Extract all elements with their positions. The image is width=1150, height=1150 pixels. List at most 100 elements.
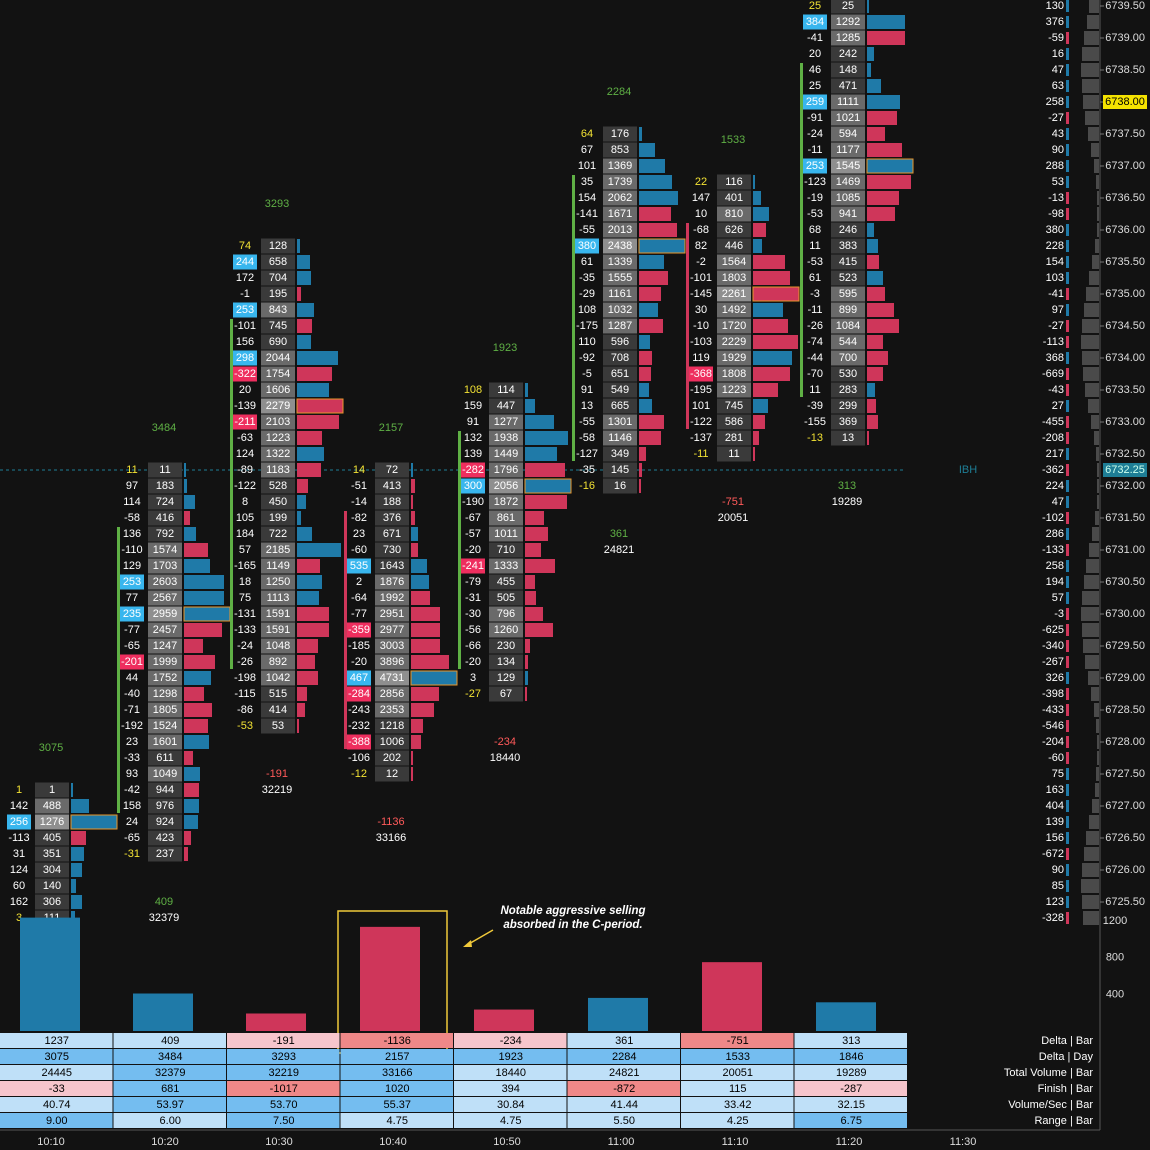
volume-value: 1601 (153, 736, 177, 748)
volume-cell (35, 862, 69, 878)
profile-delta-bar (1066, 368, 1069, 380)
profile-volume-bar (1083, 95, 1099, 109)
delta-cell-highlight (120, 654, 144, 670)
volume-value: 3896 (380, 656, 404, 668)
volume-bar (184, 511, 190, 525)
volume-bar (411, 655, 449, 669)
table-cell (681, 1081, 794, 1096)
volume-bar (184, 815, 198, 829)
volume-cell (831, 158, 865, 174)
price-label: 6739.00 (1105, 32, 1145, 44)
price-label: 6730.50 (1105, 576, 1145, 588)
volume-cell (489, 462, 523, 478)
delta-value: -106 (348, 752, 370, 764)
volume-cell (261, 590, 295, 606)
volume-value: 281 (725, 432, 743, 444)
table-cell (567, 1033, 680, 1048)
trend-strip (686, 223, 689, 429)
profile-volume-bar (1097, 751, 1099, 765)
delta-value: 44 (126, 672, 138, 684)
profile-volume-bar (1084, 31, 1099, 45)
volume-cell (603, 174, 637, 190)
volume-cell (375, 670, 409, 686)
profile-volume-bar (1082, 863, 1099, 877)
volume-value: 611 (156, 752, 174, 764)
profile-delta: 258 (1046, 96, 1064, 108)
profile-delta-bar (1066, 656, 1069, 668)
table-value: 55.37 (383, 1099, 411, 1111)
delta-cell-highlight (803, 94, 827, 110)
volume-value: 2353 (380, 704, 404, 716)
volume-bar (639, 383, 649, 397)
annotation-note: Notable aggressive selling absorbed in t… (478, 904, 668, 932)
volume-cell (489, 622, 523, 638)
volume-value: 1992 (380, 592, 404, 604)
volume-cell (375, 494, 409, 510)
table-value: 409 (161, 1035, 179, 1047)
volume-cell (148, 734, 182, 750)
volume-cell (603, 462, 637, 478)
profile-delta-bar (1066, 64, 1069, 76)
profile-delta-bar (1066, 80, 1069, 92)
volume-value: 1049 (153, 768, 177, 780)
table-cell (454, 1049, 567, 1064)
profile-delta: -362 (1042, 464, 1064, 476)
table-cell (0, 1033, 113, 1048)
profile-delta-bar (1066, 32, 1069, 44)
volume-bar (297, 655, 315, 669)
poc-outline (410, 670, 458, 686)
volume-cell (831, 78, 865, 94)
volume-cell (831, 126, 865, 142)
total-volume-label: 24821 (604, 544, 635, 556)
table-value: 53.97 (156, 1099, 184, 1111)
volume-value: 594 (839, 128, 857, 140)
profile-delta-bar (1066, 272, 1069, 284)
delta-value: -211 (234, 416, 255, 428)
volume-bar (184, 719, 208, 733)
volume-value: 1606 (266, 384, 290, 396)
time-axis: 10:10 10:20 10:30 10:40 10:50 11:00 11:10 11:20… (0, 1129, 1100, 1148)
volume-bar (867, 79, 881, 93)
volume-value: 505 (497, 592, 515, 604)
volume-bar (753, 399, 768, 413)
price-label: 6737.00 (1105, 160, 1145, 172)
volume-cell (831, 302, 865, 318)
delta-value: 256 (10, 816, 28, 828)
volume-value: 1301 (608, 416, 632, 428)
volume-bar (525, 591, 536, 605)
volume-value: 1298 (153, 688, 177, 700)
table-value: -33 (49, 1083, 65, 1095)
footprint-bar-10:50: 108 114 159 447 91 1277 132 1938 139 1449 -282 1796… (458, 342, 572, 764)
volume-value: 1643 (380, 560, 404, 572)
price-label: 6737.50 (1105, 128, 1145, 140)
volume-bar (297, 255, 310, 269)
table-row-label: Total Volume | Bar (1004, 1067, 1093, 1079)
table-value: 115 (729, 1083, 747, 1095)
table-cell (454, 1033, 567, 1048)
profile-delta: 103 (1046, 272, 1064, 284)
table-cell (0, 1065, 113, 1080)
volume-value: 304 (43, 864, 61, 876)
trend-strip (572, 175, 575, 461)
table-value: -1017 (270, 1083, 298, 1095)
volume-value: 11 (159, 464, 170, 476)
volume-bar (411, 527, 418, 541)
volume-value: 2951 (380, 608, 404, 620)
ibh-price-label: 6732.25 (1105, 464, 1145, 476)
volume-bar (639, 143, 655, 157)
delta-value: 142 (10, 800, 28, 812)
delta-value: -53 (807, 256, 823, 268)
profile-volume-bar (1083, 367, 1099, 381)
table-value: 3484 (158, 1051, 182, 1063)
profile-delta: 163 (1046, 784, 1064, 796)
volume-value: 976 (156, 800, 174, 812)
volume-cell (35, 798, 69, 814)
table-value: 32379 (155, 1067, 186, 1079)
table-cell (0, 1113, 113, 1128)
profile-volume-bar (1086, 559, 1099, 573)
delta-value: -56 (465, 624, 481, 636)
volume-cell (148, 478, 182, 494)
delta-value: 61 (809, 272, 821, 284)
volume-cell (261, 318, 295, 334)
volume-value: 1872 (494, 496, 518, 508)
